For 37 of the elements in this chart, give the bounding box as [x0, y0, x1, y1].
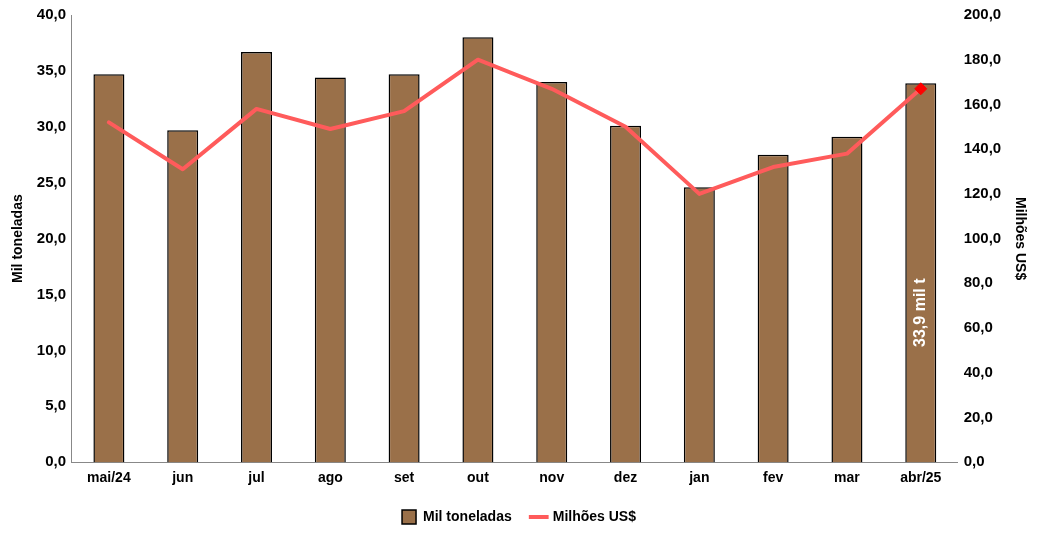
x-tick-label: dez	[613, 469, 638, 486]
legend-label: Milhões US$	[552, 507, 637, 524]
y2-tick-label: 20,0	[963, 407, 993, 425]
y-tick-label: 35,0	[36, 61, 66, 79]
y2-tick-label: 140,0	[963, 139, 1002, 157]
y2-axis-title: Milhões US$	[1012, 196, 1029, 281]
y-tick-label: 15,0	[36, 284, 66, 302]
y-tick-label: 5,0	[45, 396, 66, 414]
y2-tick-label: 60,0	[963, 318, 993, 336]
y2-tick-label: 40,0	[963, 362, 993, 380]
x-tick-label: jul	[247, 469, 265, 486]
x-tick-label: mar	[834, 469, 861, 486]
y-tick-label: 40,0	[36, 5, 66, 23]
x-tick-label: nov	[539, 469, 565, 486]
y2-tick-label: 120,0	[963, 184, 1002, 202]
data-label: 33,9 mil t	[911, 277, 929, 347]
legend-label: Mil toneladas	[423, 507, 512, 524]
y2-tick-label: 200,0	[963, 5, 1002, 23]
y2-tick-label: 180,0	[963, 49, 1002, 67]
y-axis-title: Mil toneladas	[9, 194, 26, 283]
x-tick-label: mai/24	[87, 469, 131, 486]
y-tick-label: 25,0	[36, 172, 66, 190]
x-tick-label: set	[394, 469, 415, 486]
y2-tick-label: 80,0	[963, 273, 993, 291]
y2-tick-label: 160,0	[963, 94, 1002, 112]
x-tick-label: out	[467, 469, 490, 486]
y-tick-label: 10,0	[36, 340, 66, 358]
x-tick-label: jun	[171, 469, 194, 486]
y-tick-label: 20,0	[36, 228, 66, 246]
y-tick-label: 30,0	[36, 116, 66, 134]
y-tick-label: 0,0	[45, 452, 66, 470]
x-tick-label: fev	[763, 469, 784, 486]
y2-tick-label: 0,0	[963, 452, 985, 470]
x-tick-label: abr/25	[900, 469, 942, 486]
y2-tick-label: 100,0	[963, 228, 1002, 246]
x-tick-label: ago	[317, 469, 343, 486]
x-tick-label: jan	[688, 469, 710, 486]
